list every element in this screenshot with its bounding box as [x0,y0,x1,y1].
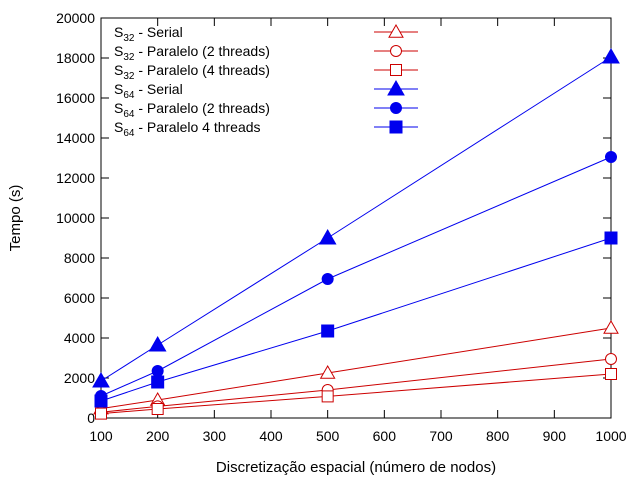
series-line [100,358,612,413]
series-line [100,373,612,415]
data-point [321,324,335,338]
x-tick-label: 200 [146,428,170,444]
x-tick-label: 900 [543,428,567,444]
x-tick-label: 600 [373,428,397,444]
legend-marker [389,120,403,134]
data-point [148,335,167,352]
data-point [605,368,617,380]
x-tick-label: 400 [259,428,283,444]
legend-item-5: S64 - Paralelo (2 threads) [114,100,418,120]
y-tick-label: 0 [87,410,95,426]
y-axis-label: Tempo (s) [7,185,24,252]
data-point [92,371,110,388]
series-5 [95,151,617,402]
legend-item-6: S64 - Paralelo 4 threads [114,119,418,139]
legend-marker [387,79,405,96]
x-tick-label: 100 [89,428,113,444]
legend-label: S64 - Paralelo 4 threads [114,119,261,139]
legend-marker [388,23,404,38]
y-tick-label: 18000 [56,50,95,66]
legend-label: S32 - Paralelo (4 threads) [114,62,270,82]
x-axis-label: Discretização espacial (número de nodos) [216,459,496,476]
axis-ticks: 0 2000 4000 6000 8000 10000 12000 14000 16000 180… [56,10,627,444]
data-point [602,47,620,64]
x-tick-label: 300 [203,428,227,444]
y-tick-label: 20000 [56,10,95,26]
legend-label: S32 - Serial [114,24,183,44]
data-point [605,151,617,163]
data-point [605,353,617,365]
series-1 [93,319,619,415]
legend-marker [390,102,402,114]
data-point [321,390,334,403]
y-tick-label: 16000 [56,90,95,106]
legend-label: S32 - Paralelo (2 threads) [114,43,270,63]
legend-marker [390,45,402,57]
data-point [95,407,107,420]
x-tick-label: 700 [429,428,453,444]
legend-marker [390,64,402,76]
series-line [100,56,612,382]
legend-label: S64 - Paralelo (2 threads) [114,100,270,120]
data-point [151,365,164,377]
series-group [92,47,620,420]
series-6 [94,231,618,408]
legend-item-3: S32 - Paralelo (4 threads) [114,62,418,82]
series-3 [95,368,617,420]
legend-item-1: S32 - Serial [114,23,418,44]
legend-item-4: S64 - Serial [114,79,418,101]
data-point [604,231,618,245]
y-tick-label: 6000 [64,290,95,306]
y-tick-label: 10000 [56,210,95,226]
data-point [321,273,334,285]
legend-item-2: S32 - Paralelo (2 threads) [114,43,418,63]
x-tick-label: 1000 [595,428,626,444]
legend-label: S64 - Serial [114,81,183,101]
y-tick-label: 8000 [64,250,95,266]
data-point [151,403,164,415]
plot-frame [100,17,612,419]
y-tick-label: 2000 [64,370,95,386]
y-tick-label: 12000 [56,170,95,186]
series-line [100,156,612,397]
y-tick-label: 4000 [64,330,95,346]
data-point [603,319,619,334]
x-tick-label: 800 [486,428,510,444]
data-point [151,375,165,389]
data-point [319,364,336,379]
data-point [94,394,108,408]
series-line [100,327,612,410]
series-line [100,237,612,402]
series-4 [92,47,620,388]
y-tick-label: 14000 [56,130,95,146]
x-tick-label: 500 [316,428,340,444]
data-point [318,228,337,245]
